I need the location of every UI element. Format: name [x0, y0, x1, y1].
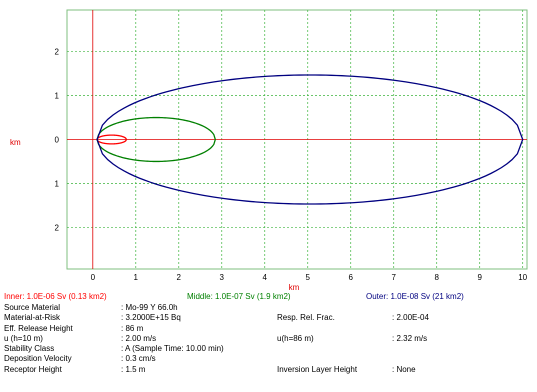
resp-rel-frac-label: Resp. Rel. Frac.	[277, 313, 335, 323]
material-at-risk-label: Material-at-Risk	[4, 313, 61, 323]
source-material-value: : Mo-99 Y 66.0h	[121, 303, 178, 312]
x-tick-label: 2	[177, 273, 182, 282]
stability-class-value: : A (Sample Time: 10.00 min)	[121, 344, 224, 354]
param-row-stability: Stability Class : A (Sample Time: 10.00 …	[4, 344, 534, 354]
receptor-height-value: : 1.5 m	[121, 364, 146, 374]
x-tick-label: 7	[392, 273, 397, 282]
receptor-height-label: Receptor Height	[4, 364, 62, 374]
u10-value: : 2.00 m/s	[121, 333, 157, 343]
param-row-source: Source Material : Mo-99 Y 66.0h	[4, 303, 534, 313]
deposition-velocity-label: Deposition Velocity	[4, 354, 72, 364]
y-tick-label: 2	[55, 223, 60, 232]
stability-class-label: Stability Class	[4, 344, 55, 354]
u86-label: u(h=86 m)	[277, 333, 314, 343]
x-tick-label: 0	[91, 273, 96, 282]
param-row-deposition: Deposition Velocity : 0.3 cm/s	[4, 354, 534, 364]
inversion-layer-height-value: : None	[392, 364, 416, 374]
inversion-layer-height-label: Inversion Layer Height	[277, 364, 358, 374]
resp-rel-frac-value: : 2.00E-04	[392, 313, 429, 323]
y-tick-label: 1	[55, 179, 60, 188]
legend-outer: Outer: 1.0E-08 Sv (21 km2)	[366, 292, 464, 301]
axes	[67, 10, 527, 269]
legend-inner: Inner: 1.0E-06 Sv (0.13 km2)	[4, 292, 107, 301]
contour-lines	[96, 74, 524, 205]
material-at-risk-value: : 3.2000E+15 Bq	[121, 313, 181, 323]
y-tick-label: 2	[55, 48, 60, 57]
eff-release-height-value: : 86 m	[121, 323, 144, 333]
u86-value: : 2.32 m/s	[392, 333, 428, 343]
param-row-wind: u (h=10 m) : 2.00 m/s u(h=86 m) : 2.32 m…	[4, 334, 534, 344]
contour-line	[96, 74, 524, 205]
parameter-table: Source Material : Mo-99 Y 66.0h Material…	[4, 303, 534, 375]
contour-line	[96, 116, 216, 163]
x-tick-label: 10	[518, 273, 527, 282]
x-tick-label: 8	[434, 273, 439, 282]
x-tick-label: 5	[306, 273, 311, 282]
param-row-receptor: Receptor Height : 1.5 m Inversion Layer …	[4, 365, 534, 375]
x-axis-label: km	[289, 283, 300, 292]
y-tick-label: 1	[55, 92, 60, 101]
x-tick-label: 6	[349, 273, 354, 282]
contour-line	[96, 134, 128, 145]
deposition-velocity-value: : 0.3 cm/s	[121, 354, 156, 364]
x-tick-label: 9	[477, 273, 482, 282]
x-tick-label: 1	[134, 273, 139, 282]
source-material-label: Source Material	[4, 303, 61, 312]
x-tick-label: 4	[263, 273, 268, 282]
u10-label: u (h=10 m)	[4, 333, 43, 343]
param-row-height: Eff. Release Height : 86 m	[4, 324, 534, 334]
y-axis-label: km	[10, 138, 21, 147]
y-tick-label: 0	[55, 136, 60, 145]
x-tick-label: 3	[220, 273, 225, 282]
legend-middle: Middle: 1.0E-07 Sv (1.9 km2)	[187, 292, 291, 301]
param-row-mar: Material-at-Risk : 3.2000E+15 Bq Resp. R…	[4, 313, 534, 323]
eff-release-height-label: Eff. Release Height	[4, 323, 73, 333]
